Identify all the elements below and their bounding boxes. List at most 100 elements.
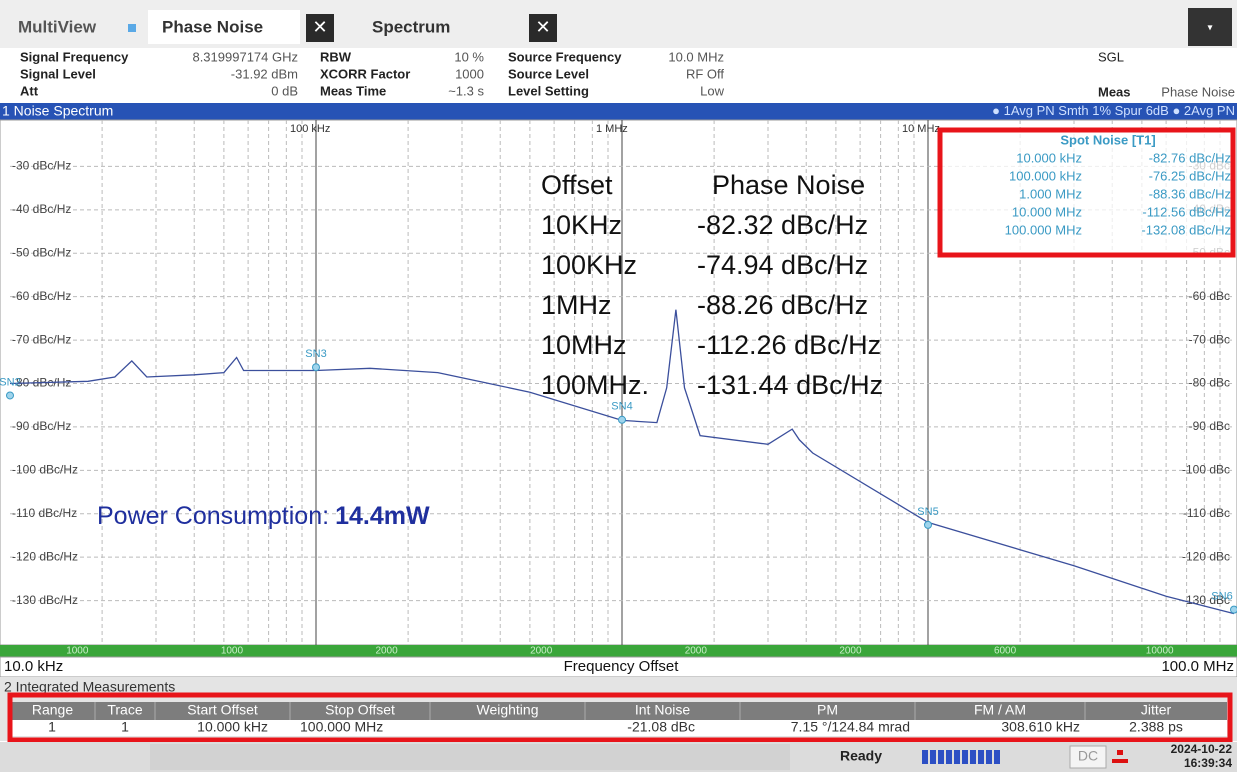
x-axis-label: Frequency Offset — [564, 658, 680, 675]
close-icon: ✕ — [312, 17, 327, 37]
progress-block — [962, 750, 968, 764]
column-header: PM — [817, 702, 838, 718]
tab[interactable]: MultiView — [18, 17, 97, 36]
dc-label: DC — [1078, 748, 1098, 764]
tab[interactable]: Spectrum — [372, 17, 450, 36]
table-cell: 1 — [48, 719, 56, 735]
close-button[interactable] — [529, 14, 557, 42]
marker — [6, 391, 14, 400]
spot-value: -76.25 dBc/Hz — [1149, 168, 1231, 183]
settings: Signal Frequency 8.319997174 GHz RBW 10 % So… — [20, 49, 725, 98]
table-cell: 308.610 kHz — [1001, 719, 1080, 735]
spot-value: -82.76 dBc/Hz — [1149, 150, 1231, 165]
settings-panel — [0, 48, 1237, 103]
dc-box — [1069, 745, 1107, 769]
rbw-bar — [0, 645, 1237, 657]
column-header: Weighting — [476, 702, 538, 718]
setting-value: ~1.3 s — [448, 83, 484, 98]
integrated-title: 2 Integrated Measurements — [4, 679, 175, 695]
status-time: 16:39:34 — [1184, 756, 1232, 770]
y-tick-label: -120 dBc/Hz — [12, 549, 78, 563]
y-tick-label: -70 dBc/Hz — [12, 332, 71, 346]
active-tab[interactable] — [148, 10, 300, 44]
power-value: 14.4mW — [335, 502, 430, 530]
setting-label: Source Level — [508, 66, 589, 81]
marker — [618, 415, 626, 424]
column-header: Trace — [107, 702, 142, 718]
setting-label: RBW — [320, 49, 352, 64]
progress-indicator — [922, 750, 1000, 764]
column-header: Stop Offset — [325, 702, 395, 718]
status-field — [150, 744, 790, 770]
overlay-value: -74.94 dBc/Hz — [697, 250, 868, 280]
y-tick-label-right: -60 dBc — [1189, 289, 1230, 303]
setting-value: 0 dB — [271, 83, 298, 98]
overlay-offset: 100MHz. — [541, 370, 649, 400]
setting-label: Signal Frequency — [20, 49, 129, 64]
overlay-offset: 1MHz — [541, 290, 612, 320]
spot-offset: 1.000 MHz — [1019, 186, 1082, 201]
rbw-label: 6000 — [994, 646, 1017, 657]
close-icon: ✕ — [535, 17, 550, 37]
column-header: Jitter — [1141, 702, 1172, 718]
y-tick-label-right: -110 dBc — [1183, 506, 1230, 520]
y-tick-label-right: -120 dBc — [1182, 549, 1230, 563]
table-cell: 7.15 °/124.84 mrad — [791, 719, 910, 735]
menu-icon: ▾ — [1207, 23, 1212, 34]
network-icon — [1112, 759, 1128, 763]
column-header: Range — [32, 702, 73, 718]
marker — [924, 520, 932, 529]
meas-value: Phase Noise — [1161, 84, 1235, 99]
x-start: 10.0 kHz — [4, 658, 63, 675]
panel-header — [0, 103, 1237, 120]
progress-block — [970, 750, 976, 764]
setting-label: Level Setting — [508, 83, 589, 98]
overlay-value: -131.44 dBc/Hz — [697, 370, 883, 400]
column-header: Int Noise — [635, 702, 690, 718]
table-cell: 10.000 kHz — [197, 719, 268, 735]
marker-label: SN4 — [611, 401, 632, 413]
y-tick-label: -130 dBc/Hz — [12, 593, 78, 607]
y-tick-label: -110 dBc/Hz — [12, 506, 77, 520]
progress-block — [978, 750, 984, 764]
x-tick-label: 1 MHz — [596, 123, 628, 135]
setting-label: Meas Time — [320, 83, 386, 98]
y-tick-label: -60 dBc/Hz — [12, 289, 71, 303]
progress-block — [938, 750, 944, 764]
power-label: Power Consumption: — [97, 502, 329, 530]
setting-value: 10.0 MHz — [668, 49, 724, 64]
legend-dot: ● — [992, 103, 1003, 118]
spot-noise-title: Spot Noise [T1] — [1060, 132, 1155, 147]
progress-block — [946, 750, 952, 764]
overlay-value: -112.26 dBc/Hz — [697, 330, 881, 360]
status-date: 2024-10-22 — [1171, 742, 1233, 756]
column-header: FM / AM — [974, 702, 1026, 718]
y-tick-label: -50 dBc/Hz — [12, 245, 71, 259]
spot-value: -88.36 dBc/Hz — [1149, 186, 1231, 201]
y-tick-label: -100 dBc/Hz — [12, 463, 78, 477]
tab[interactable]: Phase Noise — [162, 17, 263, 36]
x-tick-label: 10 MHz — [902, 123, 940, 135]
overlay-header: Offset — [541, 170, 613, 200]
close-button[interactable] — [306, 14, 334, 42]
spot-value: -132.08 dBc/Hz — [1141, 222, 1231, 237]
setting-value: 8.319997174 GHz — [192, 49, 298, 64]
setting-label: Source Frequency — [508, 49, 622, 64]
setting-label: Att — [20, 83, 39, 98]
progress-block — [986, 750, 992, 764]
spot-offset: 10.000 kHz — [1016, 150, 1082, 165]
table-cell: 100.000 MHz — [300, 719, 383, 735]
overlay-value: -88.26 dBc/Hz — [697, 290, 868, 320]
setting-value: Low — [700, 83, 724, 98]
setting-label: Signal Level — [20, 66, 96, 81]
sgl: SGL — [1098, 49, 1124, 64]
table-cell: -21.08 dBc — [627, 719, 695, 735]
spot-offset: 100.000 kHz — [1009, 168, 1082, 183]
column-header: Start Offset — [187, 702, 258, 718]
rbw-label: 2000 — [839, 646, 862, 657]
y-tick-label-right: -90 dBc — [1189, 419, 1230, 433]
marker-label: SN5 — [917, 506, 938, 518]
spot-offset: 10.000 MHz — [1012, 204, 1082, 219]
menu-button[interactable] — [1188, 8, 1232, 46]
